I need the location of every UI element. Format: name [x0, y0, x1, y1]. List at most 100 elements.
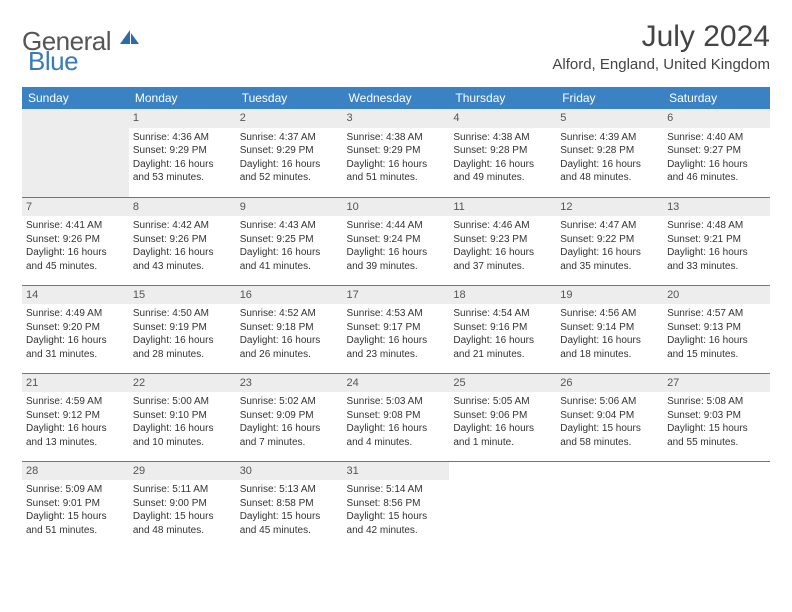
calendar-cell: 1 Sunrise: 4:36 AMSunset: 9:29 PMDaylight… — [129, 109, 236, 197]
weekday-header: Sunday — [22, 87, 129, 109]
day-detail: Sunrise: 4:38 AMSunset: 9:29 PMDaylight:… — [347, 131, 446, 185]
day-detail: Sunrise: 4:36 AMSunset: 9:29 PMDaylight:… — [133, 131, 232, 185]
day-number: 5 — [556, 109, 663, 128]
day-detail: Sunrise: 4:42 AMSunset: 9:26 PMDaylight:… — [133, 219, 232, 273]
day-detail: Sunrise: 4:53 AMSunset: 9:17 PMDaylight:… — [347, 307, 446, 361]
day-number: 30 — [236, 462, 343, 481]
calendar-cell: 30 Sunrise: 5:13 AMSunset: 8:58 PMDayligh… — [236, 461, 343, 549]
day-number: 28 — [22, 462, 129, 481]
day-detail: Sunrise: 5:13 AMSunset: 8:58 PMDaylight:… — [240, 483, 339, 537]
calendar-cell: 27 Sunrise: 5:08 AMSunset: 9:03 PMDayligh… — [663, 373, 770, 461]
day-number: 6 — [663, 109, 770, 128]
weekday-header: Saturday — [663, 87, 770, 109]
day-detail: Sunrise: 5:00 AMSunset: 9:10 PMDaylight:… — [133, 395, 232, 449]
calendar-row: 21 Sunrise: 4:59 AMSunset: 9:12 PMDayligh… — [22, 373, 770, 461]
day-detail: Sunrise: 5:06 AMSunset: 9:04 PMDaylight:… — [560, 395, 659, 449]
weekday-header: Friday — [556, 87, 663, 109]
calendar-cell: 9Sunrise: 4:43 AMSunset: 9:25 PMDaylight… — [236, 197, 343, 285]
calendar-cell — [663, 461, 770, 549]
day-detail: Sunrise: 4:48 AMSunset: 9:21 PMDaylight:… — [667, 219, 766, 273]
logo: General Blue — [22, 20, 141, 57]
day-number: 12 — [556, 198, 663, 217]
day-detail: Sunrise: 4:56 AMSunset: 9:14 PMDaylight:… — [560, 307, 659, 361]
day-number: 22 — [129, 374, 236, 393]
day-number: 4 — [449, 109, 556, 128]
title-block: July 2024 Alford, England, United Kingdo… — [552, 20, 770, 73]
day-detail: Sunrise: 4:39 AMSunset: 9:28 PMDaylight:… — [560, 131, 659, 185]
day-detail: Sunrise: 5:09 AMSunset: 9:01 PMDaylight:… — [26, 483, 125, 537]
day-number: 7 — [22, 198, 129, 217]
calendar-cell: 14 Sunrise: 4:49 AMSunset: 9:20 PMDayligh… — [22, 285, 129, 373]
day-detail: Sunrise: 4:46 AMSunset: 9:23 PMDaylight:… — [453, 219, 552, 273]
calendar-body: 1 Sunrise: 4:36 AMSunset: 9:29 PMDaylight… — [22, 109, 770, 549]
weekday-header: Wednesday — [343, 87, 450, 109]
calendar-cell: 19 Sunrise: 4:56 AMSunset: 9:14 PMDayligh… — [556, 285, 663, 373]
day-detail: Sunrise: 4:41 AMSunset: 9:26 PMDaylight:… — [26, 219, 125, 273]
day-number: 18 — [449, 286, 556, 305]
day-number: 9 — [236, 198, 343, 217]
calendar-cell: 2Sunrise: 4:37 AMSunset: 9:29 PMDaylight… — [236, 109, 343, 197]
weekday-header-row: SundayMondayTuesdayWednesdayThursdayFrid… — [22, 87, 770, 109]
calendar-cell: 31Sunrise: 5:14 AMSunset: 8:56 PMDayligh… — [343, 461, 450, 549]
calendar-cell: 23 Sunrise: 5:02 AMSunset: 9:09 PMDayligh… — [236, 373, 343, 461]
calendar-cell: 3 Sunrise: 4:38 AMSunset: 9:29 PMDaylight… — [343, 109, 450, 197]
day-number: 17 — [343, 286, 450, 305]
calendar-cell: 29Sunrise: 5:11 AMSunset: 9:00 PMDayligh… — [129, 461, 236, 549]
day-detail: Sunrise: 4:44 AMSunset: 9:24 PMDaylight:… — [347, 219, 446, 273]
calendar-cell — [22, 109, 129, 197]
calendar-cell: 25Sunrise: 5:05 AMSunset: 9:06 PMDayligh… — [449, 373, 556, 461]
weekday-header: Monday — [129, 87, 236, 109]
calendar-table: SundayMondayTuesdayWednesdayThursdayFrid… — [22, 87, 770, 549]
day-number: 24 — [343, 374, 450, 393]
calendar-cell: 12Sunrise: 4:47 AMSunset: 9:22 PMDayligh… — [556, 197, 663, 285]
day-number: 1 — [129, 109, 236, 128]
day-number: 21 — [22, 374, 129, 393]
calendar-cell: 17 Sunrise: 4:53 AMSunset: 9:17 PMDayligh… — [343, 285, 450, 373]
day-detail: Sunrise: 4:59 AMSunset: 9:12 PMDaylight:… — [26, 395, 125, 449]
weekday-header: Tuesday — [236, 87, 343, 109]
day-number: 13 — [663, 198, 770, 217]
calendar-cell: 4 Sunrise: 4:38 AMSunset: 9:28 PMDaylight… — [449, 109, 556, 197]
calendar-row: 7 Sunrise: 4:41 AMSunset: 9:26 PMDaylight… — [22, 197, 770, 285]
calendar-cell: 8 Sunrise: 4:42 AMSunset: 9:26 PMDaylight… — [129, 197, 236, 285]
day-number: 16 — [236, 286, 343, 305]
day-number: 14 — [22, 286, 129, 305]
day-detail: Sunrise: 4:50 AMSunset: 9:19 PMDaylight:… — [133, 307, 232, 361]
day-number: 26 — [556, 374, 663, 393]
day-number: 3 — [343, 109, 450, 128]
day-number: 20 — [663, 286, 770, 305]
day-detail: Sunrise: 4:38 AMSunset: 9:28 PMDaylight:… — [453, 131, 552, 185]
calendar-row: 28 Sunrise: 5:09 AMSunset: 9:01 PMDayligh… — [22, 461, 770, 549]
day-detail: Sunrise: 4:37 AMSunset: 9:29 PMDaylight:… — [240, 131, 339, 185]
day-number: 19 — [556, 286, 663, 305]
logo-sail-icon — [119, 28, 141, 46]
calendar-cell: 28 Sunrise: 5:09 AMSunset: 9:01 PMDayligh… — [22, 461, 129, 549]
day-detail: Sunrise: 4:52 AMSunset: 9:18 PMDaylight:… — [240, 307, 339, 361]
month-title: July 2024 — [552, 20, 770, 54]
calendar-cell: 22 Sunrise: 5:00 AMSunset: 9:10 PMDayligh… — [129, 373, 236, 461]
calendar-cell: 10 Sunrise: 4:44 AMSunset: 9:24 PMDayligh… — [343, 197, 450, 285]
calendar-cell: 5 Sunrise: 4:39 AMSunset: 9:28 PMDaylight… — [556, 109, 663, 197]
day-detail: Sunrise: 5:08 AMSunset: 9:03 PMDaylight:… — [667, 395, 766, 449]
calendar-cell: 20Sunrise: 4:57 AMSunset: 9:13 PMDayligh… — [663, 285, 770, 373]
calendar-cell: 11Sunrise: 4:46 AMSunset: 9:23 PMDayligh… — [449, 197, 556, 285]
calendar-cell: 6 Sunrise: 4:40 AMSunset: 9:27 PMDaylight… — [663, 109, 770, 197]
day-number: 8 — [129, 198, 236, 217]
logo-text-blue: Blue — [28, 46, 78, 76]
day-detail: Sunrise: 5:11 AMSunset: 9:00 PMDaylight:… — [133, 483, 232, 537]
day-detail: Sunrise: 4:40 AMSunset: 9:27 PMDaylight:… — [667, 131, 766, 185]
day-number: 23 — [236, 374, 343, 393]
day-number: 10 — [343, 198, 450, 217]
calendar-cell: 16 Sunrise: 4:52 AMSunset: 9:18 PMDayligh… — [236, 285, 343, 373]
day-detail: Sunrise: 5:02 AMSunset: 9:09 PMDaylight:… — [240, 395, 339, 449]
calendar-row: 1 Sunrise: 4:36 AMSunset: 9:29 PMDaylight… — [22, 109, 770, 197]
calendar-cell: 26 Sunrise: 5:06 AMSunset: 9:04 PMDayligh… — [556, 373, 663, 461]
calendar-cell: 13 Sunrise: 4:48 AMSunset: 9:21 PMDayligh… — [663, 197, 770, 285]
day-number: 27 — [663, 374, 770, 393]
weekday-header: Thursday — [449, 87, 556, 109]
day-number: 25 — [449, 374, 556, 393]
day-detail: Sunrise: 5:03 AMSunset: 9:08 PMDaylight:… — [347, 395, 446, 449]
day-detail: Sunrise: 4:54 AMSunset: 9:16 PMDaylight:… — [453, 307, 552, 361]
day-detail: Sunrise: 5:14 AMSunset: 8:56 PMDaylight:… — [347, 483, 446, 537]
day-detail: Sunrise: 4:49 AMSunset: 9:20 PMDaylight:… — [26, 307, 125, 361]
